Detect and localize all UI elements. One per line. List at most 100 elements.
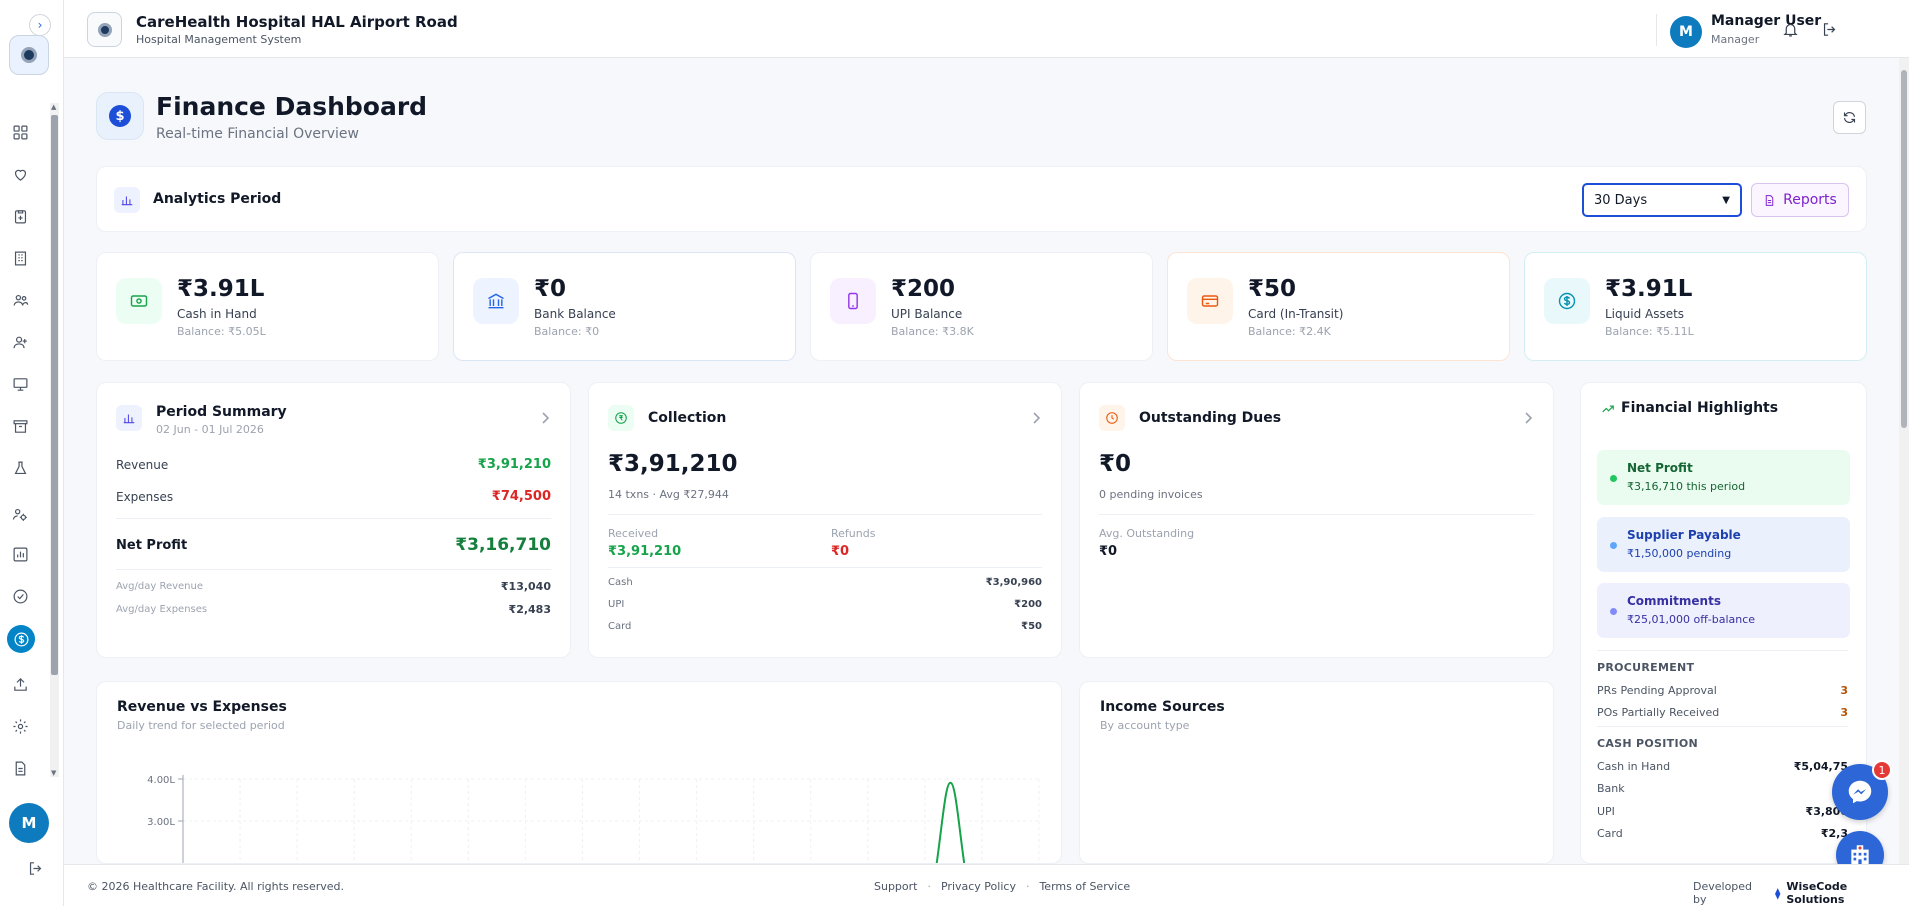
stat-card-bank-balance[interactable]: ₹0 Bank Balance Balance: ₹0	[453, 252, 796, 361]
period-summary-title: Period Summary	[156, 404, 287, 420]
hospital-building-icon	[1851, 845, 1869, 865]
stat-card-cash-in-hand[interactable]: ₹3.91L Cash in Hand Balance: ₹5.05L	[96, 252, 439, 361]
support-link[interactable]: Support	[874, 880, 918, 893]
hospital-logo[interactable]	[9, 35, 49, 75]
row-value: ₹5,04,75	[1793, 760, 1848, 773]
refunds-label: Refunds	[831, 527, 876, 540]
row-label: PRs Pending Approval	[1597, 684, 1717, 697]
monitor-icon[interactable]	[9, 373, 31, 395]
received-value: ₹3,91,210	[608, 544, 682, 559]
divider	[1099, 514, 1534, 515]
check-circle-icon[interactable]	[9, 585, 31, 607]
notification-bell-icon[interactable]	[1782, 21, 1802, 41]
building-icon[interactable]	[9, 247, 31, 269]
settings-icon[interactable]	[9, 715, 31, 737]
row-value: ₹2,3	[1820, 827, 1848, 840]
mode-upi-value: ₹200	[1014, 599, 1042, 610]
stat-balance: Balance: ₹3.8K	[891, 325, 974, 338]
collection-title: Collection	[648, 410, 727, 426]
credit-card-icon	[1187, 278, 1233, 324]
clipboard-plus-icon[interactable]	[9, 205, 31, 227]
users-gear-icon[interactable]	[9, 503, 31, 525]
stat-value: ₹0	[534, 276, 567, 302]
archive-icon[interactable]	[9, 415, 31, 437]
stat-card-liquid-assets[interactable]: ₹3.91L Liquid Assets Balance: ₹5.11L	[1524, 252, 1867, 361]
status-dot	[1610, 542, 1617, 549]
highlight-sub: ₹1,50,000 pending	[1627, 547, 1732, 560]
collection-card[interactable]: Collection ₹3,91,210 14 txns · Avg ₹27,9…	[588, 382, 1062, 658]
sidebar-expand-button[interactable]: ›	[29, 14, 51, 36]
stat-card-card-in-transit[interactable]: ₹50 Card (In-Transit) Balance: ₹2.4K	[1167, 252, 1510, 361]
bank-icon	[473, 278, 519, 324]
separator: ·	[927, 880, 931, 893]
page-scrollbar[interactable]	[1899, 58, 1909, 864]
divider	[1597, 650, 1848, 651]
period-summary-card[interactable]: Period Summary 02 Jun - 01 Jul 2026 Reve…	[96, 382, 571, 658]
period-summary-range: 02 Jun - 01 Jul 2026	[156, 423, 264, 436]
procurement-heading: PROCUREMENT	[1597, 661, 1695, 674]
highlight-sub: ₹25,01,000 off-balance	[1627, 613, 1756, 626]
page-subtitle: Real-time Financial Overview	[156, 126, 359, 142]
document-icon[interactable]	[9, 757, 31, 779]
income-sources-subtitle: By account type	[1100, 719, 1190, 732]
financial-highlights-panel: Financial Highlights Net Profit ₹3,16,71…	[1580, 382, 1867, 864]
user-avatar[interactable]: M	[1670, 16, 1702, 48]
avg-revenue-value: ₹13,040	[500, 580, 551, 593]
stat-card-upi-balance[interactable]: ₹200 UPI Balance Balance: ₹3.8K	[810, 252, 1153, 361]
chevron-right-icon[interactable]	[540, 411, 550, 425]
document-icon	[1765, 194, 1774, 206]
row-label: POs Partially Received	[1597, 706, 1720, 719]
hospital-subtitle: Hospital Management System	[136, 33, 302, 46]
users-icon[interactable]	[9, 289, 31, 311]
chevron-right-icon[interactable]	[1031, 411, 1041, 425]
sidebar-avatar[interactable]: M	[9, 803, 49, 843]
sidebar-logout-icon[interactable]	[27, 860, 47, 880]
highlight-net-profit[interactable]: Net Profit ₹3,16,710 this period	[1597, 450, 1850, 505]
highlight-supplier-payable[interactable]: Supplier Payable ₹1,50,000 pending	[1597, 517, 1850, 572]
period-select-value: 30 Days	[1594, 192, 1648, 208]
outstanding-dues-card[interactable]: Outstanding Dues ₹0 0 pending invoices A…	[1079, 382, 1554, 658]
heart-icon[interactable]	[9, 163, 31, 185]
user-plus-icon[interactable]	[9, 331, 31, 353]
divider	[1597, 726, 1848, 727]
mode-cash-label: Cash	[608, 577, 633, 588]
terms-link[interactable]: Terms of Service	[1039, 880, 1131, 893]
trending-up-icon	[1601, 402, 1615, 416]
highlight-commitments[interactable]: Commitments ₹25,01,000 off-balance	[1597, 583, 1850, 638]
company-link[interactable]: WiseCode Solutions	[1786, 880, 1848, 906]
chevron-right-icon[interactable]	[1523, 411, 1533, 425]
sidebar-scrollbar[interactable]: ▲ ▼	[50, 103, 59, 777]
revenue-chart-subtitle: Daily trend for selected period	[117, 719, 285, 732]
dashboard-grid-icon[interactable]	[9, 121, 31, 143]
expenses-value: ₹74,500	[491, 489, 551, 504]
top-header: CareHealth Hospital HAL Airport Road Hos…	[64, 0, 1909, 58]
privacy-link[interactable]: Privacy Policy	[940, 880, 1016, 893]
cash-position-heading: CASH POSITION	[1597, 737, 1699, 750]
stat-value: ₹200	[891, 276, 956, 302]
status-dot	[1610, 475, 1617, 482]
flask-icon[interactable]	[9, 457, 31, 479]
logout-icon[interactable]	[1821, 21, 1841, 41]
user-name[interactable]: Manager User	[1711, 13, 1822, 29]
footer: © 2026 Healthcare Facility. All rights r…	[64, 864, 1909, 906]
avg-outstanding-label: Avg. Outstanding	[1099, 527, 1195, 540]
header-divider	[1656, 14, 1657, 46]
stat-label: Bank Balance	[534, 307, 616, 321]
divider	[116, 569, 551, 570]
highlight-sub: ₹3,16,710 this period	[1627, 480, 1746, 493]
highlight-title: Commitments	[1627, 594, 1721, 608]
refresh-button[interactable]	[1833, 101, 1866, 134]
divider	[608, 567, 1042, 568]
finance-dollar-icon[interactable]	[7, 625, 35, 653]
period-select[interactable]: 30 Days ▼	[1582, 183, 1742, 217]
row-value: 3	[1840, 706, 1848, 719]
stat-balance: Balance: ₹5.05L	[177, 325, 266, 338]
upload-icon[interactable]	[9, 673, 31, 695]
highlight-title: Net Profit	[1627, 461, 1693, 475]
procurement-row[interactable]: PRs Pending Approval 3	[1597, 684, 1848, 697]
reports-button[interactable]: Reports	[1751, 183, 1849, 217]
procurement-row[interactable]: POs Partially Received 3	[1597, 706, 1848, 719]
messenger-button[interactable]: 1	[1832, 760, 1892, 820]
bar-chart-icon[interactable]	[9, 543, 31, 565]
user-role: Manager	[1711, 33, 1760, 46]
